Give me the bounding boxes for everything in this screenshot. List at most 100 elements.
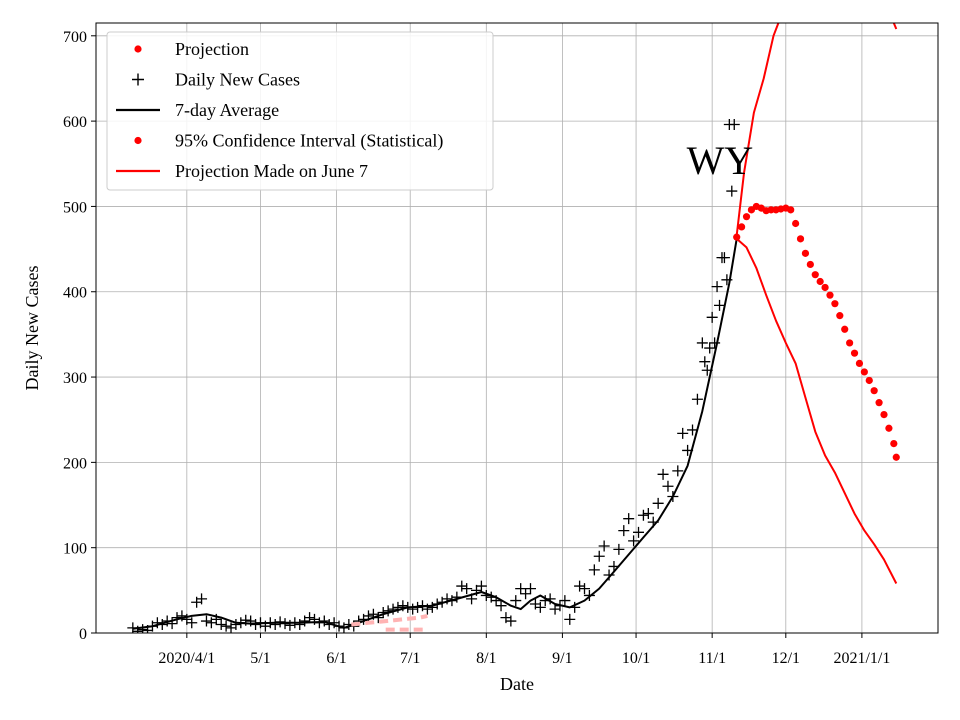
series-0-point (407, 603, 419, 615)
series-0-point (220, 620, 232, 632)
series-2-point (850, 349, 859, 357)
series-0-point (672, 465, 684, 477)
x-tick-label: 2021/1/1 (833, 650, 890, 667)
series-0-point (704, 342, 716, 354)
series-0-point (534, 601, 546, 613)
series-0-point (652, 497, 664, 509)
legend-box (106, 31, 494, 191)
series-0-point (714, 299, 726, 311)
legend-label: 95% Confidence Interval (Statistical) (175, 131, 443, 152)
plot-frame (95, 22, 939, 634)
series-5-line (736, 238, 898, 584)
series-0-point (304, 612, 316, 624)
x-tick-label: 8/1 (476, 650, 496, 667)
series-0-point (387, 603, 399, 615)
x-tick-label: 2020/4/1 (158, 650, 215, 667)
y-tick-label: 0 (79, 626, 87, 643)
series-0-point (726, 185, 738, 197)
series-0-point (677, 427, 689, 439)
series-0-point (230, 618, 242, 630)
chart-title: WY (687, 138, 754, 183)
series-0-point (186, 617, 198, 629)
series-2-point (875, 399, 883, 407)
series-0-point (137, 624, 149, 633)
series-2-point (816, 277, 824, 286)
series-0-point (706, 311, 718, 323)
y-tick-label: 300 (63, 370, 87, 387)
series-2-point (855, 359, 864, 368)
series-0-point (642, 508, 654, 520)
series-0-point (711, 281, 723, 293)
series-0-point (579, 583, 591, 595)
series-0-point (495, 600, 507, 612)
series-0-point (628, 535, 640, 547)
legend-label: Daily New Cases (175, 70, 300, 90)
series-2-point (826, 291, 834, 299)
y-tick-label: 600 (63, 114, 87, 131)
series-0-point (588, 564, 600, 576)
x-tick-label: 12/1 (772, 650, 800, 667)
series-0-point (269, 618, 281, 630)
series-0-point (520, 588, 532, 600)
ticks: 0 100 200 300 400 500 600 700 2020/4/1 5/1 6/1 7/1 8… (63, 29, 890, 667)
series-0-point (284, 619, 296, 631)
y-tick-label: 400 (63, 285, 87, 302)
series-2-point (846, 339, 854, 347)
series-4-line (892, 23, 898, 30)
legend-marker (134, 45, 142, 53)
legend-marker (134, 136, 142, 145)
series-2-point (796, 235, 805, 243)
series-0-point (662, 480, 674, 492)
x-tick-label: 5/1 (250, 650, 270, 667)
series-0-point (196, 593, 208, 605)
x-tick-label: 7/1 (400, 650, 420, 667)
series-0-point (505, 615, 517, 627)
series-2-point (738, 223, 746, 231)
series-0-point (613, 543, 625, 555)
legend-marker (132, 73, 144, 86)
series-0-point (699, 356, 711, 368)
series-0-point (215, 618, 227, 630)
x-tick-label: 6/1 (326, 650, 346, 667)
legend-label: 7-day Average (175, 100, 279, 120)
series-0-point (696, 337, 708, 349)
series-0-point (574, 580, 586, 592)
series-0-point (525, 583, 537, 595)
series-0-point (510, 595, 522, 607)
series-2-point (865, 376, 873, 385)
series-2-point (742, 213, 751, 221)
series-0-point (200, 615, 212, 627)
x-tick-label: 9/1 (552, 650, 572, 667)
y-tick-label: 200 (63, 455, 87, 472)
series-2-point (892, 453, 900, 461)
series-2-point (811, 271, 819, 279)
series-0-point (687, 424, 699, 436)
series-layer (127, 23, 900, 633)
series-6-line (351, 613, 428, 627)
series-2-point (841, 325, 849, 333)
series-2-point (792, 219, 800, 228)
series-0-point (461, 583, 473, 595)
y-tick-label: 700 (63, 29, 87, 46)
series-3-line (735, 23, 780, 236)
series-1-line (132, 238, 738, 630)
series-0-point (633, 526, 645, 538)
y-tick-label: 100 (63, 541, 87, 558)
series-0-point (515, 583, 527, 595)
series-0-point (598, 540, 610, 552)
legend-label: Projection Made on June 7 (175, 161, 368, 181)
series-2-point (733, 233, 741, 241)
series-0-point (559, 595, 571, 607)
series-2-point (880, 410, 888, 419)
series-0-point (564, 613, 576, 625)
series-0-point (456, 580, 468, 592)
series-0-point (718, 252, 730, 264)
x-axis-label: Date (500, 674, 534, 694)
series-2-point (870, 387, 878, 395)
series-2-point (831, 300, 839, 308)
series-2-point (801, 249, 810, 257)
series-2-point (890, 440, 898, 448)
series-2-point (821, 283, 829, 292)
series-0-point (623, 513, 635, 525)
